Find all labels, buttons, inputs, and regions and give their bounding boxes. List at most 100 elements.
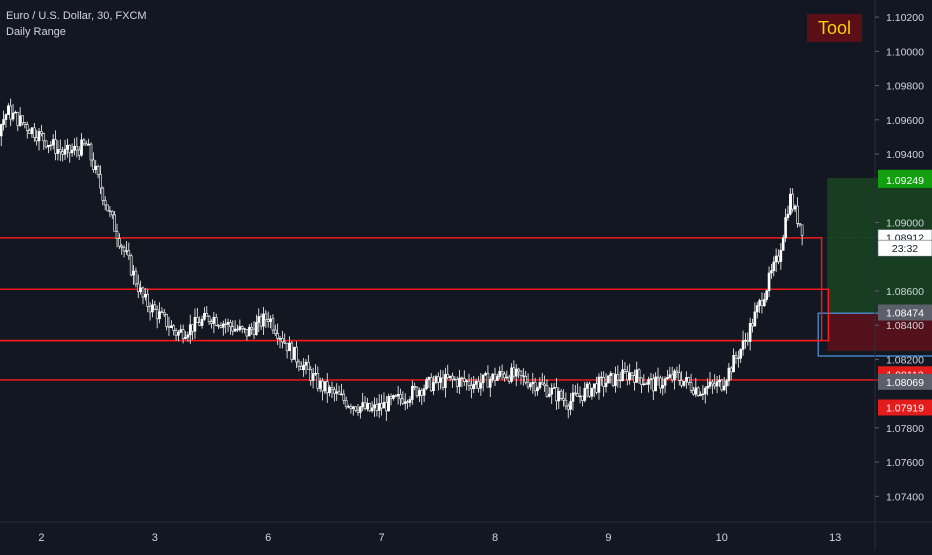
candle-body	[522, 375, 525, 377]
candle-body	[640, 377, 643, 385]
candle-body	[609, 373, 613, 377]
candle-body	[706, 385, 709, 389]
candle-body	[337, 391, 341, 395]
candle-body	[108, 210, 112, 212]
candle-body	[734, 355, 738, 359]
candle-body	[23, 122, 27, 125]
candle-body	[200, 319, 204, 326]
time-tick-label: 10	[716, 532, 728, 544]
candle-body	[314, 373, 317, 375]
candle-body	[548, 393, 551, 397]
candle-body	[571, 392, 575, 402]
candle-body	[434, 376, 438, 383]
candle-body	[470, 385, 473, 390]
candle-body	[170, 325, 173, 328]
position-zones	[0, 177, 932, 357]
price-tick-label: 1.09800	[886, 81, 924, 93]
candle-body	[233, 328, 237, 332]
candle-body	[585, 383, 589, 389]
candle-body	[70, 149, 74, 154]
candle-body	[141, 287, 145, 298]
candle-body	[701, 393, 705, 396]
candle-body	[604, 382, 608, 387]
candle-body	[455, 379, 459, 387]
candle-body	[689, 382, 693, 391]
candle-body	[198, 322, 201, 326]
candle-body	[33, 127, 36, 138]
candle-body	[335, 391, 339, 394]
candle-body	[106, 204, 109, 212]
candle-body	[744, 339, 747, 342]
candle-body	[607, 375, 610, 384]
candle-body	[224, 323, 227, 326]
candle-body	[493, 373, 497, 381]
price-label: 1.08069	[886, 377, 924, 389]
candle-body	[226, 321, 230, 325]
candle-body	[243, 328, 246, 330]
candle-body	[748, 323, 752, 342]
price-tick-label: 1.07800	[886, 423, 924, 435]
candle-body	[765, 290, 768, 300]
price-tick-label: 1.07600	[886, 457, 924, 469]
candle-body	[269, 318, 272, 323]
price-label: 1.08474	[886, 308, 924, 320]
candle-body	[540, 382, 544, 385]
candle-body	[668, 374, 672, 378]
candle-body	[115, 230, 119, 239]
candle-body	[779, 249, 783, 262]
candle-body	[415, 386, 419, 397]
candle-body	[311, 373, 315, 381]
candle-body	[56, 149, 60, 154]
candle-body	[366, 403, 369, 410]
candle-body	[458, 377, 461, 387]
candle-body	[188, 324, 192, 336]
price-label-box	[878, 399, 932, 416]
candle-body	[432, 382, 435, 392]
candle-body	[635, 369, 639, 383]
candle-body	[304, 361, 308, 366]
candle-body	[462, 378, 466, 382]
candle-body	[777, 255, 780, 262]
candle-body	[460, 377, 464, 380]
candle-body	[703, 387, 707, 395]
candle-body	[396, 393, 400, 397]
candle-body	[663, 378, 667, 386]
candle-body	[40, 131, 43, 134]
candle-body	[770, 270, 773, 274]
candle-body	[340, 393, 343, 396]
candle-body	[110, 211, 114, 216]
candle-body	[531, 381, 535, 385]
candle-body	[519, 370, 523, 376]
candle-body	[621, 369, 624, 381]
candle-body	[356, 409, 360, 413]
candle-body	[711, 381, 714, 385]
level-2[interactable]	[0, 288, 830, 342]
candle-body	[196, 317, 199, 323]
candle-body	[283, 341, 287, 344]
price-tick-label: 1.10200	[886, 12, 924, 24]
candle-body	[186, 334, 190, 338]
candle-body	[299, 366, 303, 370]
price-label: 1.07919	[886, 403, 924, 415]
candle-body	[597, 376, 601, 393]
candle-body	[786, 213, 790, 218]
candle-body	[529, 383, 532, 388]
candle-body	[212, 317, 216, 324]
candle-body	[696, 387, 700, 396]
candle-body	[767, 272, 771, 292]
candle-body	[177, 331, 180, 336]
candle-body	[578, 395, 582, 398]
candle-body	[28, 130, 31, 134]
candle-body	[14, 111, 17, 114]
tool-button[interactable]: Tool	[807, 14, 862, 42]
candle-body	[789, 193, 792, 215]
candle-body	[66, 144, 69, 150]
candle-body	[181, 329, 185, 339]
candle-body	[240, 326, 244, 329]
candle-body	[7, 105, 10, 115]
candle-body	[325, 381, 329, 394]
candle-body	[84, 143, 88, 146]
candle-body	[351, 406, 355, 409]
